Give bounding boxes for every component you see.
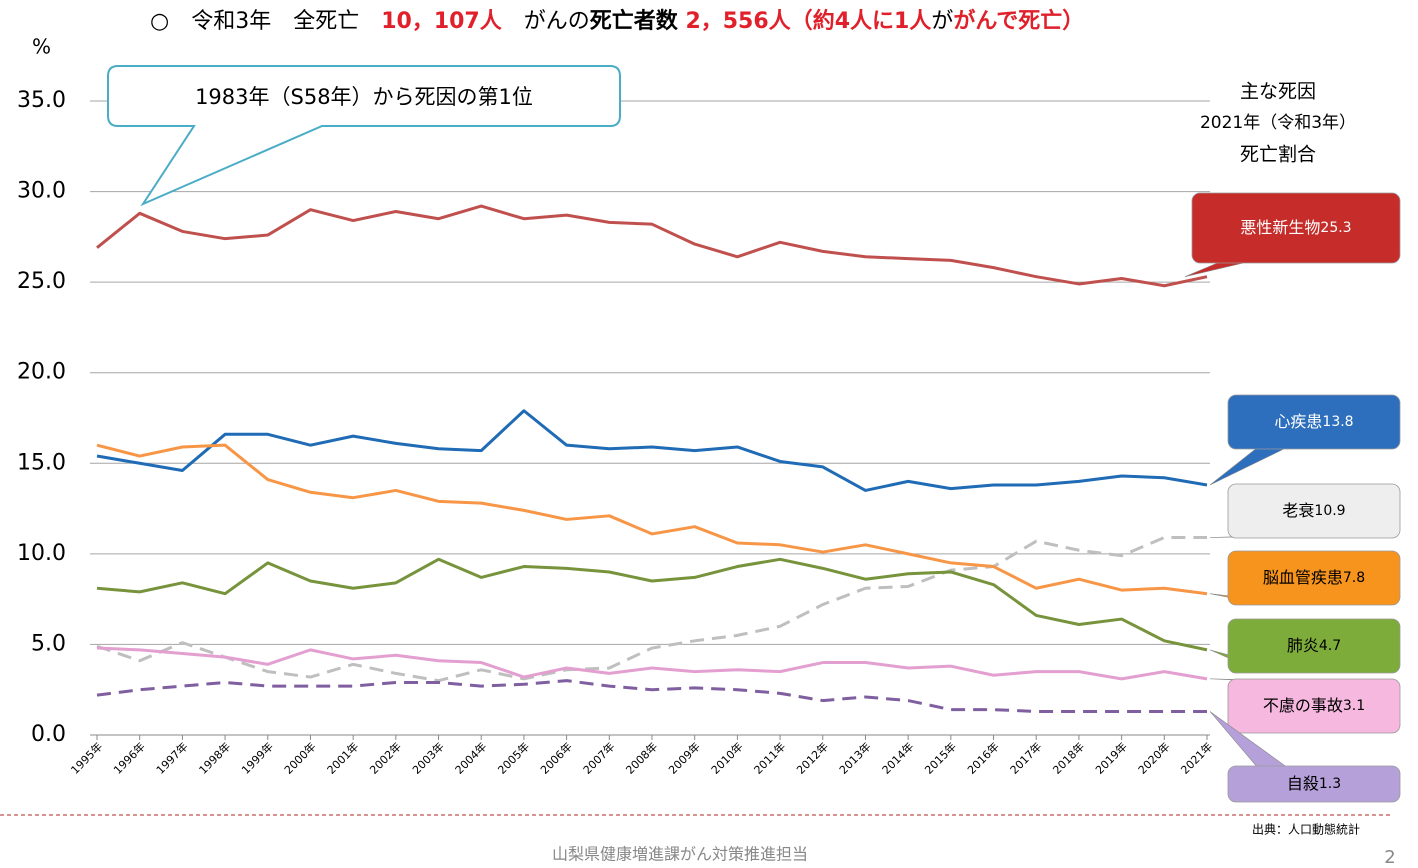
x-tick-label: 2016年 xyxy=(964,739,1001,776)
callout-box xyxy=(1227,618,1401,674)
title-part: がんで死亡 xyxy=(953,8,1062,34)
value-label: 13.8 xyxy=(1322,414,1353,430)
title-part: ） xyxy=(1062,9,1084,34)
x-tick-label: 2021年 xyxy=(1178,739,1215,776)
value-label: 7.8 xyxy=(1343,570,1365,586)
x-tick-label: 2001年 xyxy=(324,739,361,776)
callout-label: 老衰10.9 xyxy=(1282,501,1345,520)
value-label: 1.3 xyxy=(1319,776,1341,792)
legend-title: 2021年（令和3年） xyxy=(1200,113,1356,133)
legend-name: 肺炎 xyxy=(1287,636,1319,655)
y-tick-label: 5.0 xyxy=(31,631,66,656)
x-tick-label: 2008年 xyxy=(623,739,660,776)
title-part: がんの xyxy=(502,9,590,34)
callout-label: 自殺1.3 xyxy=(1287,774,1341,793)
value-label: 4.7 xyxy=(1319,638,1341,654)
x-tick-label: 2011年 xyxy=(751,739,788,776)
value-label: 3.1 xyxy=(1343,698,1365,714)
y-tick-label: 30.0 xyxy=(17,179,66,204)
title-part: 2，556人 xyxy=(678,9,791,34)
x-tick-label: 1999年 xyxy=(239,739,276,776)
callout-label: 悪性新生物25.3 xyxy=(1240,218,1351,237)
series-line xyxy=(96,204,1208,288)
legend-name: 悪性新生物 xyxy=(1240,218,1320,237)
footer: 山梨県健康増進課がん対策推進担当 xyxy=(552,845,808,864)
legend-title: 死亡割合 xyxy=(1240,144,1316,166)
legend-name: 不慮の事故 xyxy=(1263,696,1343,715)
x-tick-label: 2013年 xyxy=(836,739,873,776)
series-line xyxy=(96,679,1207,713)
legend-name: 心疾患 xyxy=(1274,412,1322,431)
title-part: 10，107人 xyxy=(381,9,502,34)
callout-label: 心疾患13.8 xyxy=(1274,412,1353,431)
x-tick-label: 2019年 xyxy=(1092,739,1129,776)
x-tick-label: 2012年 xyxy=(794,739,831,776)
annotation-callout xyxy=(107,65,621,207)
y-tick-label: 35.0 xyxy=(17,88,66,113)
callout-label: 脳血管疾患7.8 xyxy=(1263,568,1365,587)
x-tick-label: 2005年 xyxy=(495,739,532,776)
x-tick-label: 2018年 xyxy=(1050,739,1087,776)
series-line xyxy=(96,646,1208,681)
annotation: 1983年（S58年）から死因の第1位 xyxy=(195,85,533,109)
callout-box xyxy=(1227,394,1401,450)
y-tick-label: 0.0 xyxy=(31,722,66,747)
x-tick-label: 2007年 xyxy=(580,739,617,776)
x-tick-label: 2006年 xyxy=(537,739,574,776)
legend-name: 自殺 xyxy=(1287,774,1319,793)
title-part: （ xyxy=(791,9,813,34)
y-unit: % xyxy=(32,35,51,59)
value-label: 25.3 xyxy=(1320,220,1351,236)
y-tick-label: 25.0 xyxy=(17,269,66,294)
callout-box xyxy=(1227,765,1401,803)
title-part: ○ 令和3年 全死亡 xyxy=(150,9,381,34)
x-tick-label: 2009年 xyxy=(665,739,702,776)
page-number: 2 xyxy=(1384,847,1395,868)
callout-box xyxy=(1227,550,1401,606)
callout-label: 不慮の事故3.1 xyxy=(1263,696,1365,715)
x-tick-label: 2017年 xyxy=(1007,739,1044,776)
title-part: 約4人に1人 xyxy=(813,8,932,34)
title-part: が xyxy=(931,9,953,34)
callout-tail xyxy=(1209,446,1289,486)
series-line xyxy=(96,409,1208,492)
title: ○ 令和3年 全死亡 10，107人 がんの死亡者数 2，556人（約4人に1人… xyxy=(150,8,1084,34)
legend-name: 老衰 xyxy=(1282,501,1314,520)
legend-title: 主な死因 xyxy=(1240,81,1316,103)
callout-box xyxy=(1227,678,1401,734)
series-line xyxy=(96,443,1208,596)
y-tick-label: 20.0 xyxy=(17,360,66,385)
x-tick-label: 2003年 xyxy=(409,739,446,776)
legend-name: 脳血管疾患 xyxy=(1263,568,1343,587)
y-tick-label: 15.0 xyxy=(17,450,66,475)
series-line xyxy=(96,557,1208,652)
callout-box xyxy=(1191,192,1401,264)
x-tick-label: 2015年 xyxy=(922,739,959,776)
x-tick-label: 1997年 xyxy=(153,739,190,776)
value-label: 10.9 xyxy=(1314,503,1345,519)
x-tick-label: 2000年 xyxy=(281,739,318,776)
y-tick-label: 10.0 xyxy=(17,541,66,566)
x-tick-label: 2014年 xyxy=(879,739,916,776)
callout-label: 肺炎4.7 xyxy=(1287,636,1341,655)
x-tick-label: 1998年 xyxy=(196,739,233,776)
x-tick-label: 2020年 xyxy=(1135,739,1172,776)
series-line xyxy=(96,536,1207,683)
x-tick-label: 2004年 xyxy=(452,739,489,776)
title-part: 死亡者数 xyxy=(590,8,679,34)
x-tick-label: 2010年 xyxy=(708,739,745,776)
x-tick-label: 1996年 xyxy=(110,739,147,776)
x-tick-label: 1995年 xyxy=(68,739,105,776)
source: 出典：人口動態統計 xyxy=(1252,822,1360,837)
x-tick-label: 2002年 xyxy=(367,739,404,776)
callout-box xyxy=(1227,483,1401,539)
